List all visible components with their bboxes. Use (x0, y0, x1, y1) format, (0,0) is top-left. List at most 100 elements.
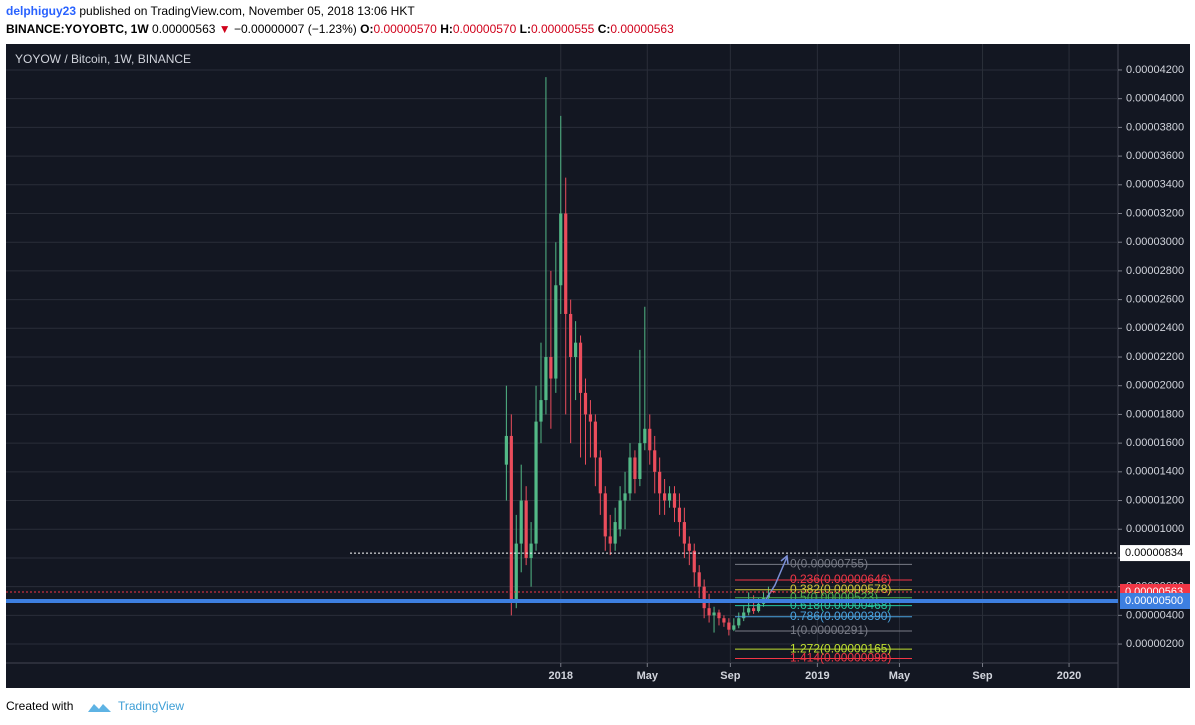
y-tick-label: 0.00003000 (1126, 236, 1184, 248)
candle-body (573, 342, 578, 358)
y-tick-label: 0.00003600 (1126, 150, 1184, 162)
candle-body (712, 612, 716, 616)
o: 0.00000570 (373, 22, 437, 36)
candle-body (628, 457, 632, 494)
x-tick-label: May (637, 670, 659, 682)
symbol: BINANCE:YOYOBTC, 1W (6, 22, 149, 36)
candle-body (554, 285, 558, 379)
candle-body (672, 493, 677, 508)
last-price: 0.00000563 (152, 22, 216, 36)
candle-body (692, 550, 696, 573)
candle-body (702, 586, 706, 609)
x-tick-label: 2020 (1057, 670, 1081, 682)
change: −0.00000007 (−1.23%) (234, 22, 357, 36)
header-line-2: BINANCE:YOYOBTC, 1W 0.00000563 ▼ −0.0000… (6, 22, 674, 36)
y-tick-label: 0.00000200 (1126, 638, 1184, 650)
fib-label: 0(0.00000755) (790, 557, 868, 571)
price-tag (1120, 545, 1190, 562)
candle-body (633, 457, 637, 480)
o-label: O: (360, 22, 373, 36)
candle-body (559, 213, 563, 286)
candle-body (658, 471, 662, 494)
price-tag-label: 0.00000834 (1125, 547, 1183, 559)
logo (88, 704, 111, 712)
h: 0.00000570 (453, 22, 517, 36)
candle-body (544, 357, 548, 401)
y-tick-label: 0.00001200 (1126, 494, 1184, 506)
candle-body (682, 522, 686, 544)
candle-body (593, 421, 597, 458)
candle-body (524, 500, 528, 558)
candle-body (747, 608, 751, 613)
candle-body (737, 618, 741, 626)
chart-background (6, 44, 1190, 688)
x-tick-label: 2019 (805, 670, 829, 682)
candle-body (677, 507, 682, 523)
candle-body (598, 457, 602, 494)
candle-body (707, 608, 711, 616)
candle-body (667, 493, 672, 501)
fib-label: 0.382(0.00000578) (790, 582, 891, 596)
projection-arrow (764, 556, 788, 602)
candle-body (603, 493, 607, 537)
candle-body (771, 590, 775, 592)
candle-body (653, 450, 657, 472)
candle-body (697, 572, 701, 587)
candle-body (509, 435, 513, 601)
x-tick-label: May (889, 670, 911, 682)
chart-title: YOYOW / Bitcoin, 1W, BINANCE (15, 52, 191, 66)
author[interactable]: delphiguy23 (6, 4, 76, 18)
candle-body (643, 428, 647, 444)
y-tick-label: 0.00003200 (1126, 207, 1184, 219)
candle-body (687, 543, 691, 551)
candle-body (742, 612, 746, 619)
x-tick-label: Sep (972, 670, 992, 682)
y-tick-label: 0.00002200 (1126, 351, 1184, 363)
h-label: H: (440, 22, 453, 36)
candle-body (583, 392, 588, 415)
candle-body (534, 421, 538, 544)
plot: 0.000002000.000004000.000006000.00000800… (6, 44, 1190, 682)
candle-body (751, 608, 756, 612)
y-tick-label: 0.00000400 (1126, 609, 1184, 621)
y-tick-label: 0.00003400 (1126, 179, 1184, 191)
candle-body (504, 435, 508, 465)
price-tag-label: 0.00000500 (1125, 595, 1183, 607)
y-tick-label: 0.00001800 (1126, 408, 1184, 420)
candle-body (529, 543, 533, 558)
y-tick-label: 0.00004000 (1126, 93, 1184, 105)
y-tick-label: 0.00001600 (1126, 437, 1184, 449)
y-tick-label: 0.00002400 (1126, 322, 1184, 334)
candle-body (549, 357, 553, 379)
candle-body (717, 612, 721, 619)
l-label: L: (520, 22, 531, 36)
candle-body (623, 493, 627, 501)
candle-body (569, 313, 573, 358)
candle-body (727, 622, 731, 630)
fib-label: 0.236(0.00000646) (790, 572, 891, 586)
candle-body (539, 400, 543, 422)
candle-body (756, 603, 761, 612)
candle-body (648, 428, 652, 451)
candle-body (618, 500, 622, 530)
brand[interactable]: TradingView (118, 699, 184, 713)
y-tick-label: 0.00001400 (1126, 466, 1184, 478)
published: published on TradingView.com, November 0… (79, 4, 415, 18)
candle-body (588, 414, 593, 422)
y-tick-label: 0.00002000 (1126, 380, 1184, 392)
l: 0.00000555 (531, 22, 595, 36)
logo-icon (88, 704, 111, 712)
y-tick-label: 0.00003800 (1126, 121, 1184, 133)
candle-body (722, 618, 726, 623)
created-with: Created with (6, 699, 73, 713)
candle-body (514, 543, 518, 601)
c-label: C: (598, 22, 611, 36)
candle-body (613, 522, 617, 544)
candle-body (732, 625, 736, 630)
y-tick-label: 0.00001000 (1126, 523, 1184, 535)
x-tick-label: Sep (720, 670, 740, 682)
candle-body (608, 536, 612, 544)
y-tick-label: 0.00004200 (1126, 64, 1184, 76)
projection-arrow-head (780, 554, 789, 565)
